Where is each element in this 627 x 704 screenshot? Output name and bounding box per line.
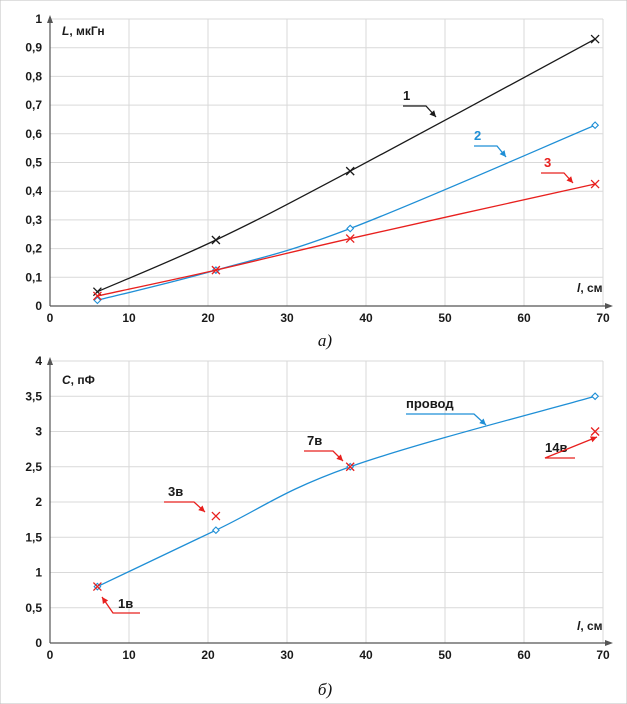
data-point-1 <box>590 34 600 44</box>
x-axis-label: l, см <box>577 281 603 295</box>
y-tick-label: 0,6 <box>25 127 42 141</box>
y-axis-arrow <box>47 15 53 23</box>
data-point-2 <box>346 224 355 233</box>
y-tick-label: 0,5 <box>25 601 42 615</box>
x-tick-label: 20 <box>201 311 215 325</box>
data-point-2 <box>591 121 600 130</box>
data-point-1 <box>345 166 355 176</box>
x-axis-unit: , см <box>580 281 602 295</box>
callout-arrowhead <box>499 150 506 157</box>
x-tick-label: 60 <box>517 311 531 325</box>
x-tick-label: 50 <box>438 648 452 662</box>
x-tick-label: 10 <box>122 648 136 662</box>
x-tick-label: 50 <box>438 311 452 325</box>
callout-arrowhead <box>479 418 486 425</box>
y-axis-arrow <box>47 357 53 365</box>
data-point-3 <box>211 265 221 275</box>
y-tick-label: 3 <box>35 425 42 439</box>
data-point-1в <box>92 582 102 592</box>
callout-arrowhead <box>102 597 109 604</box>
y-tick-label: 3,5 <box>25 389 42 403</box>
y-tick-label: 1 <box>35 566 42 580</box>
x-axis-variable: l <box>577 281 581 295</box>
point-callout-label: 3в <box>168 484 183 499</box>
y-axis-variable: L <box>62 24 69 38</box>
data-point-2 <box>93 296 102 305</box>
data-point-1 <box>92 287 102 297</box>
callout-leader <box>101 596 140 614</box>
y-axis-unit: , мкГн <box>69 24 104 38</box>
y-tick-label: 2 <box>35 495 42 509</box>
x-axis-arrow <box>605 303 613 309</box>
series-callout-label: 3 <box>544 155 551 170</box>
callout-arrowhead <box>429 110 436 117</box>
x-tick-label: 30 <box>280 311 294 325</box>
y-axis-label: L, мкГн <box>62 24 105 38</box>
x-axis-variable: l <box>577 619 581 633</box>
series-line-3 <box>97 183 596 297</box>
y-tick-label: 0 <box>35 636 42 650</box>
series-callout-label: 1 <box>403 88 410 103</box>
x-tick-label: 0 <box>47 311 54 325</box>
y-tick-label: 4 <box>35 354 42 368</box>
panel-label: а) <box>318 331 333 350</box>
y-tick-label: 0,5 <box>25 156 42 170</box>
x-axis-unit: , см <box>580 619 602 633</box>
y-tick-label: 0,2 <box>25 242 42 256</box>
y-tick-label: 2,5 <box>25 460 42 474</box>
point-callout-label: 7в <box>307 433 322 448</box>
chart-panel-inductance: 0 10 20 30 40 50 60 70 0 0,1 0,2 0,3 0,4 0,5 0,6 0,7 0,8… <box>25 12 613 350</box>
data-point-3 <box>590 179 600 189</box>
data-point-14в <box>590 427 600 436</box>
data-point-провод <box>211 526 220 535</box>
point-callout-label: 14в <box>545 440 567 455</box>
x-tick-label: 40 <box>359 648 373 662</box>
y-tick-label: 0,9 <box>25 41 42 55</box>
x-tick-label: 0 <box>47 648 54 662</box>
y-tick-label: 0,1 <box>25 270 42 284</box>
y-tick-label: 0,3 <box>25 213 42 227</box>
x-tick-label: 60 <box>517 648 531 662</box>
series-line-1 <box>97 38 596 293</box>
data-point-1 <box>211 235 221 245</box>
panel-label: б) <box>318 680 333 699</box>
point-callout-label: 1в <box>118 596 133 611</box>
callout-arrowhead <box>566 176 573 183</box>
data-point-провод <box>591 392 600 401</box>
data-point-3 <box>345 234 355 244</box>
callout-leader <box>544 436 598 459</box>
y-tick-label: 0,7 <box>25 98 42 112</box>
x-axis-label: l, см <box>577 619 603 633</box>
y-axis-label: C, пФ <box>62 373 95 387</box>
x-tick-label: 70 <box>596 311 610 325</box>
callout-arrowhead <box>198 505 205 512</box>
point-callout-label: провод <box>406 396 454 411</box>
x-tick-label: 30 <box>280 648 294 662</box>
y-tick-label: 0,4 <box>25 184 42 198</box>
data-point-3 <box>92 291 102 301</box>
series-line-2 <box>97 124 596 301</box>
x-tick-label: 40 <box>359 311 373 325</box>
y-tick-label: 1 <box>35 12 42 26</box>
y-axis-variable: C <box>62 373 71 387</box>
data-point-3в <box>211 511 221 521</box>
callout-arrowhead <box>336 454 343 461</box>
x-tick-label: 20 <box>201 648 215 662</box>
data-point-7в <box>345 462 355 472</box>
x-tick-label: 10 <box>122 311 136 325</box>
series-line-провод <box>97 395 596 588</box>
x-tick-label: 70 <box>596 648 610 662</box>
callout-arrowhead <box>590 436 597 443</box>
y-tick-label: 1,5 <box>25 530 42 544</box>
y-tick-label: 0,8 <box>25 69 42 83</box>
series-callout-label: 2 <box>474 128 481 143</box>
y-tick-label: 0 <box>35 299 42 313</box>
y-axis-unit: , пФ <box>71 373 95 387</box>
x-axis-arrow <box>605 640 613 646</box>
